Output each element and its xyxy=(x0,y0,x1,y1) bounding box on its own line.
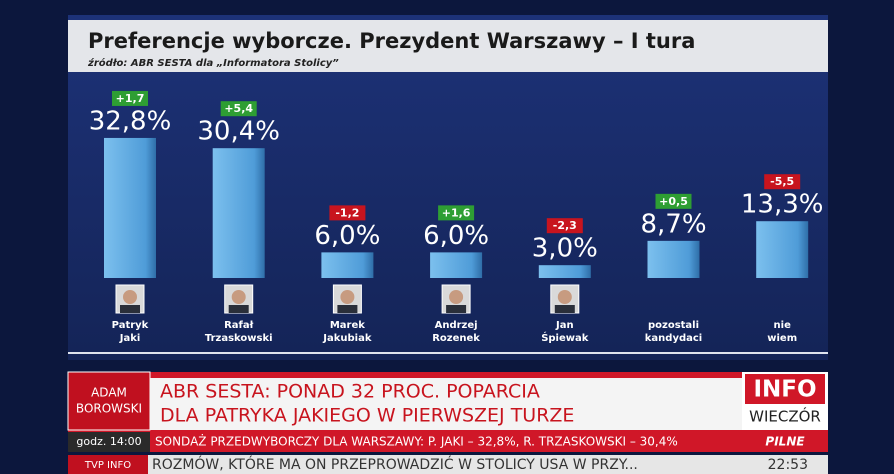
change-box xyxy=(655,193,692,209)
headline: ABR SESTA: PONAD 32 PROC. POPARCIA xyxy=(160,381,540,403)
category-label: Jakubiak xyxy=(322,333,372,344)
change-box xyxy=(329,205,366,221)
time-box xyxy=(68,432,150,452)
change-label: -2,3 xyxy=(553,219,577,232)
crawl-band xyxy=(68,455,828,474)
anchor-name: BOROWSKI xyxy=(76,402,142,416)
change-label: +0,5 xyxy=(659,195,688,208)
bar xyxy=(538,265,591,278)
chart-title: Preferencje wyborcze. Prezydent Warszawy… xyxy=(88,29,695,53)
category-label: wiem xyxy=(767,333,797,344)
bar xyxy=(321,252,374,278)
photo-face xyxy=(340,290,355,304)
value-label: 13,3% xyxy=(741,190,824,220)
clock: 22:53 xyxy=(768,457,808,473)
strap: SONDAŻ PRZEDWYBORCZY DLA WARSZAWY: P. JA… xyxy=(155,434,678,449)
change-label: +5,4 xyxy=(224,102,253,115)
anchor-name: ADAM xyxy=(91,386,127,400)
photo-face xyxy=(449,290,464,304)
change-box xyxy=(220,101,257,117)
category-label: nie xyxy=(774,320,792,331)
chart-subtitle: źródło: ABR SESTA dla „Informatora Stoli… xyxy=(87,57,339,69)
change-label: -5,5 xyxy=(770,175,794,188)
category-label: Jaki xyxy=(119,333,141,344)
photo-face xyxy=(557,290,572,304)
category-label: Trzaskowski xyxy=(205,333,273,344)
bar xyxy=(430,252,483,278)
category-label: Śpiewak xyxy=(541,331,589,344)
photo-body xyxy=(120,305,140,313)
time: godz. 14:00 xyxy=(76,435,141,448)
photo-face xyxy=(123,290,137,304)
bar xyxy=(647,240,700,278)
value-label: 8,7% xyxy=(640,209,706,239)
photo-body xyxy=(228,305,249,313)
photo-body xyxy=(554,305,575,313)
photo-body xyxy=(446,305,467,313)
photo-body xyxy=(337,305,358,313)
value-label: 32,8% xyxy=(89,106,172,136)
category-label: Rozenek xyxy=(432,333,480,344)
change-box xyxy=(112,90,148,106)
channel: TVP INFO xyxy=(84,460,131,471)
logo-sub: WIECZÓR xyxy=(749,407,821,426)
logo-red xyxy=(745,374,825,404)
value-label: 6,0% xyxy=(423,221,489,251)
category-label: Marek xyxy=(330,320,365,331)
change-box xyxy=(546,218,583,234)
value-label: 3,0% xyxy=(532,234,598,264)
logo: INFO xyxy=(753,377,816,403)
crawl: ROZMÓW, KTÓRE MA ON PRZEPROWADZIĆ W STOL… xyxy=(152,455,638,473)
change-label: +1,7 xyxy=(116,92,145,105)
bar xyxy=(756,221,809,278)
category-label: Rafał xyxy=(224,320,254,331)
photo-face xyxy=(231,290,246,304)
title-bar xyxy=(68,20,828,72)
headline: DLA PATRYKA JAKIEGO W PIERWSZEJ TURZE xyxy=(160,405,574,427)
value-label: 6,0% xyxy=(314,221,380,251)
bar xyxy=(104,137,156,278)
change-label: -1,2 xyxy=(335,206,359,219)
change-box xyxy=(438,205,475,221)
anchor-box xyxy=(67,371,151,431)
category-label: Andrzej xyxy=(435,320,478,331)
flag: PILNE xyxy=(765,435,805,449)
category-label: Jan xyxy=(555,320,574,331)
change-box xyxy=(764,174,801,190)
category-label: kandydaci xyxy=(645,333,702,344)
category-label: pozostali xyxy=(648,320,699,331)
channel-box xyxy=(68,455,148,474)
category-label: Patryk xyxy=(112,320,149,331)
value-label: 30,4% xyxy=(197,117,280,147)
headline-box xyxy=(150,378,742,430)
bar xyxy=(212,148,265,278)
change-label: +1,6 xyxy=(442,206,471,219)
